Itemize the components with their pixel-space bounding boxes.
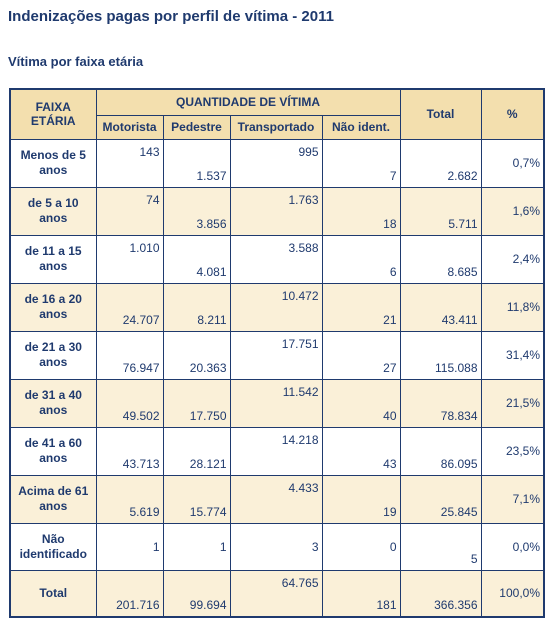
- header-transportado: Transportado: [229, 114, 323, 140]
- page-subtitle: Vítima por faixa etária: [8, 54, 144, 69]
- cell-motorista: 43.713: [95, 426, 164, 476]
- cell-motorista: 1.010: [95, 234, 164, 284]
- total-transportado: 64.765: [229, 569, 323, 617]
- total-total: 366.356: [399, 569, 482, 617]
- table-row: de 41 a 60 anos 43.713 28.121 14.218 43 8…: [9, 426, 545, 476]
- table-row: de 11 a 15 anos 1.010 4.081 3.588 6 8.685…: [9, 234, 545, 284]
- cell-pedestre: 1.537: [162, 138, 231, 188]
- cell-pedestre: 17.750: [162, 378, 231, 428]
- cell-pedestre: 15.774: [162, 474, 231, 524]
- cell-transportado: 4.433: [229, 474, 323, 524]
- cell-pedestre: 20.363: [162, 330, 231, 380]
- cell-total: 5.711: [399, 186, 482, 236]
- cell-percent: 7,1%: [480, 474, 545, 524]
- cell-total: 8.685: [399, 234, 482, 284]
- cell-percent: 31,4%: [480, 330, 545, 380]
- cell-motorista: 76.947: [95, 330, 164, 380]
- row-label: de 16 a 20 anos: [9, 282, 97, 332]
- header-age-range: FAIXA ETÁRIA: [9, 88, 97, 140]
- total-nao-ident: 181: [321, 569, 401, 617]
- cell-transportado: 1.763: [229, 186, 323, 236]
- cell-percent: 21,5%: [480, 378, 545, 428]
- cell-total: 5: [399, 522, 482, 571]
- table-row: de 16 a 20 anos 24.707 8.211 10.472 21 43…: [9, 282, 545, 332]
- cell-pedestre: 3.856: [162, 186, 231, 236]
- header-total: Total: [399, 88, 482, 140]
- cell-motorista: 74: [95, 186, 164, 236]
- cell-percent: 2,4%: [480, 234, 545, 284]
- table-row: de 31 a 40 anos 49.502 17.750 11.542 40 7…: [9, 378, 545, 428]
- cell-motorista: 49.502: [95, 378, 164, 428]
- cell-nao-ident: 6: [321, 234, 401, 284]
- cell-total: 78.834: [399, 378, 482, 428]
- cell-pedestre: 1: [162, 522, 231, 571]
- cell-transportado: 3.588: [229, 234, 323, 284]
- page-title: Indenizações pagas por perfil de vítima …: [8, 8, 334, 25]
- cell-nao-ident: 18: [321, 186, 401, 236]
- table-row: Menos de 5 anos 143 1.537 995 7 2.682 0,7…: [9, 138, 545, 188]
- cell-motorista: 143: [95, 138, 164, 188]
- cell-total: 115.088: [399, 330, 482, 380]
- row-label: de 5 a 10 anos: [9, 186, 97, 236]
- header-percent: %: [480, 88, 545, 140]
- cell-percent: 11,8%: [480, 282, 545, 332]
- total-row: Total 201.716 99.694 64.765 181 366.356 …: [9, 569, 545, 617]
- cell-transportado: 17.751: [229, 330, 323, 380]
- cell-transportado: 995: [229, 138, 323, 188]
- cell-transportado: 3: [229, 522, 323, 571]
- cell-percent: 23,5%: [480, 426, 545, 476]
- total-motorista: 201.716: [95, 569, 164, 617]
- row-label: de 41 a 60 anos: [9, 426, 97, 476]
- cell-pedestre: 28.121: [162, 426, 231, 476]
- row-label: de 31 a 40 anos: [9, 378, 97, 428]
- cell-nao-ident: 21: [321, 282, 401, 332]
- cell-motorista: 24.707: [95, 282, 164, 332]
- cell-total: 86.095: [399, 426, 482, 476]
- row-label: Menos de 5 anos: [9, 138, 97, 188]
- cell-percent: 0,7%: [480, 138, 545, 188]
- cell-motorista: 5.619: [95, 474, 164, 524]
- header-motorista: Motorista: [95, 114, 164, 140]
- row-label: de 21 a 30 anos: [9, 330, 97, 380]
- row-label: Acima de 61 anos: [9, 474, 97, 524]
- cell-nao-ident: 40: [321, 378, 401, 428]
- cell-pedestre: 4.081: [162, 234, 231, 284]
- cell-percent: 1,6%: [480, 186, 545, 236]
- cell-nao-ident: 0: [321, 522, 401, 571]
- row-label: de 11 a 15 anos: [9, 234, 97, 284]
- cell-nao-ident: 7: [321, 138, 401, 188]
- table-row: Não identificado 1 1 3 0 5 0,0%: [9, 522, 545, 571]
- cell-percent: 0,0%: [480, 522, 545, 571]
- header-victim-quantity: QUANTIDADE DE VÍTIMA: [95, 88, 401, 116]
- total-pedestre: 99.694: [162, 569, 231, 617]
- row-label: Não identificado: [9, 522, 97, 571]
- table-row: de 5 a 10 anos 74 3.856 1.763 18 5.711 1,…: [9, 186, 545, 236]
- cell-total: 43.411: [399, 282, 482, 332]
- cell-transportado: 11.542: [229, 378, 323, 428]
- cell-total: 2.682: [399, 138, 482, 188]
- cell-total: 25.845: [399, 474, 482, 524]
- cell-transportado: 14.218: [229, 426, 323, 476]
- cell-pedestre: 8.211: [162, 282, 231, 332]
- header-pedestre: Pedestre: [162, 114, 231, 140]
- cell-motorista: 1: [95, 522, 164, 571]
- cell-nao-ident: 27: [321, 330, 401, 380]
- header-nao-ident: Não ident.: [321, 114, 401, 140]
- cell-transportado: 10.472: [229, 282, 323, 332]
- total-percent: 100,0%: [480, 569, 545, 617]
- cell-nao-ident: 19: [321, 474, 401, 524]
- table-row: Acima de 61 anos 5.619 15.774 4.433 19 25…: [9, 474, 545, 524]
- cell-nao-ident: 43: [321, 426, 401, 476]
- table-row: de 21 a 30 anos 76.947 20.363 17.751 27 1…: [9, 330, 545, 380]
- total-label: Total: [9, 569, 97, 617]
- victims-by-age-table: FAIXA ETÁRIA QUANTIDADE DE VÍTIMA Total …: [9, 88, 545, 618]
